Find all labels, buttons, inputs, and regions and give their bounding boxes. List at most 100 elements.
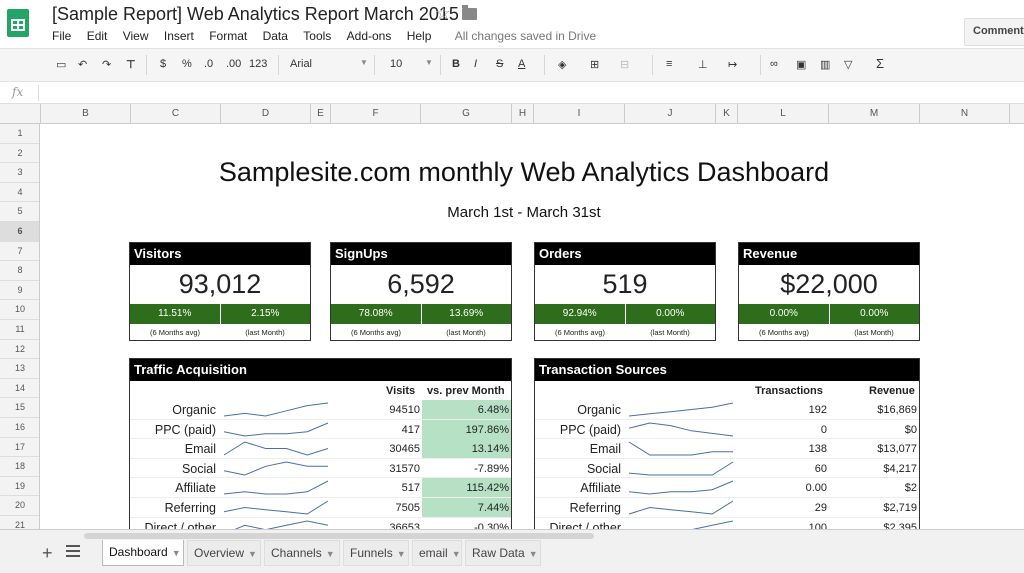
menu-view[interactable]: View — [122, 29, 149, 43]
menu-tools[interactable]: Tools — [303, 29, 332, 43]
column-header[interactable]: B — [41, 104, 131, 124]
column-header[interactable]: N — [920, 104, 1010, 124]
toolbar-divider — [760, 55, 761, 75]
functions-button[interactable]: Σ — [876, 56, 885, 71]
folder-icon[interactable] — [462, 5, 477, 20]
chart-icon[interactable]: ▥ — [820, 59, 831, 71]
row-label: Organic — [172, 403, 216, 417]
row-label: Email — [589, 442, 621, 457]
select-all-corner[interactable] — [0, 104, 41, 124]
row-header[interactable]: 13 — [0, 359, 39, 379]
row-header[interactable]: 16 — [0, 418, 39, 438]
filter-icon[interactable]: ▽ — [844, 59, 853, 71]
percent-format-button[interactable]: % — [182, 58, 192, 70]
sheet-tab-email[interactable]: email ▼ — [412, 540, 462, 566]
row-header[interactable]: 10 — [0, 300, 39, 320]
row-header[interactable]: 12 — [0, 340, 39, 360]
row-header[interactable]: 17 — [0, 438, 39, 458]
sheet-tab-funnels[interactable]: Funnels ▼ — [343, 540, 409, 566]
row-header[interactable]: 19 — [0, 477, 39, 497]
link-icon[interactable]: ∞ — [770, 58, 778, 70]
comments-button[interactable]: Comments — [964, 18, 1024, 46]
menu-file[interactable]: File — [52, 29, 72, 43]
italic-button[interactable]: I — [474, 58, 478, 70]
row-header[interactable]: 5 — [0, 202, 39, 222]
row-header[interactable]: 18 — [0, 457, 39, 477]
increase-decimal-button[interactable]: .00 — [226, 58, 242, 70]
column-header[interactable]: G — [421, 104, 512, 124]
row-header[interactable]: 1 — [0, 124, 39, 144]
column-header[interactable]: H — [512, 104, 534, 124]
row-header[interactable]: 2 — [0, 144, 39, 164]
print-icon[interactable]: ▭ — [56, 59, 67, 71]
sheet-tab-channels[interactable]: Channels ▼ — [264, 540, 340, 566]
undo-icon[interactable]: ↶ — [78, 59, 88, 71]
column-header[interactable]: F — [331, 104, 421, 124]
kpi-pct-last-month: 2.15% — [251, 308, 280, 319]
chevron-down-icon: ▼ — [451, 549, 461, 559]
merge-cells-icon[interactable]: ⊟ — [620, 59, 630, 71]
bold-button[interactable]: B — [452, 58, 460, 70]
strikethrough-button[interactable]: S — [496, 58, 504, 70]
sheet-tab-overview[interactable]: Overview ▼ — [187, 540, 261, 566]
sheet-tab-label: Channels — [271, 546, 322, 560]
menu-edit[interactable]: Edit — [86, 29, 108, 43]
column-header[interactable]: I — [534, 104, 625, 124]
row-value-primary: 138 — [808, 443, 827, 456]
menu-addons[interactable]: Add-ons — [346, 29, 392, 43]
column-label-visits: Visits — [386, 385, 416, 397]
star-icon[interactable]: ☆ — [435, 3, 452, 23]
row-header[interactable]: 6 — [0, 222, 39, 242]
font-family-select[interactable]: Arial — [290, 58, 313, 70]
menu-help[interactable]: Help — [406, 29, 432, 43]
menu-data[interactable]: Data — [262, 29, 288, 43]
row-header[interactable]: 4 — [0, 183, 39, 203]
row-header[interactable]: 21 — [0, 516, 39, 529]
column-label-revenue: Revenue — [869, 385, 915, 397]
row-header[interactable]: 14 — [0, 379, 39, 399]
document-title[interactable]: [Sample Report] Web Analytics Report Mar… — [52, 4, 459, 24]
fill-color-icon[interactable]: ◈ — [558, 59, 567, 71]
column-header[interactable]: K — [716, 104, 738, 124]
redo-icon[interactable]: ↷ — [102, 59, 112, 71]
column-header[interactable]: C — [131, 104, 221, 124]
column-header[interactable]: L — [738, 104, 829, 124]
more-formats-button[interactable]: 123 — [249, 58, 268, 70]
row-header[interactable]: 9 — [0, 281, 39, 301]
add-sheet-icon[interactable]: + — [42, 543, 53, 563]
sheets-logo-icon[interactable] — [7, 9, 29, 37]
menu-insert[interactable]: Insert — [163, 29, 194, 43]
column-header[interactable]: D — [221, 104, 311, 124]
text-wrap-icon[interactable]: ↦ — [728, 59, 738, 71]
text-color-button[interactable]: A — [518, 58, 526, 70]
row-header[interactable]: 15 — [0, 398, 39, 418]
sheet-tab-dashboard[interactable]: Dashboard ▼ — [102, 540, 184, 566]
formula-bar: fx — [0, 82, 1024, 104]
row-header[interactable]: 8 — [0, 261, 39, 281]
comment-icon[interactable]: ▣ — [796, 59, 807, 71]
row-value-secondary: $4,217 — [883, 462, 917, 475]
vertical-align-icon[interactable]: ⊥ — [698, 59, 708, 71]
kpi-label-6mo: (6 Months avg) — [554, 328, 606, 337]
font-size-select[interactable]: 10 — [390, 58, 403, 70]
row-header[interactable]: 20 — [0, 496, 39, 516]
kpi-title: Orders — [535, 243, 715, 265]
column-header[interactable]: E — [311, 104, 331, 124]
horizontal-scrollbar[interactable] — [84, 533, 594, 539]
row-header[interactable]: 3 — [0, 163, 39, 183]
sheet-list-icon[interactable] — [66, 545, 80, 557]
column-header[interactable]: J — [625, 104, 716, 124]
table-row: Organic 192 $16,869 — [535, 400, 919, 420]
table-row: Affiliate 517 115.42% — [130, 478, 511, 498]
column-header[interactable]: M — [829, 104, 920, 124]
paint-format-icon[interactable]: ⊤ — [126, 59, 136, 71]
row-value-secondary: 13.14% — [422, 439, 511, 459]
row-header[interactable]: 11 — [0, 320, 39, 340]
decrease-decimal-button[interactable]: .0 — [204, 58, 214, 70]
borders-icon[interactable]: ⊞ — [590, 59, 600, 71]
align-left-icon[interactable]: ≡ — [666, 58, 673, 70]
row-header[interactable]: 7 — [0, 242, 39, 262]
sheet-tab-raw-data[interactable]: Raw Data ▼ — [465, 540, 541, 566]
menu-format[interactable]: Format — [209, 29, 248, 43]
currency-format-button[interactable]: $ — [160, 58, 167, 70]
